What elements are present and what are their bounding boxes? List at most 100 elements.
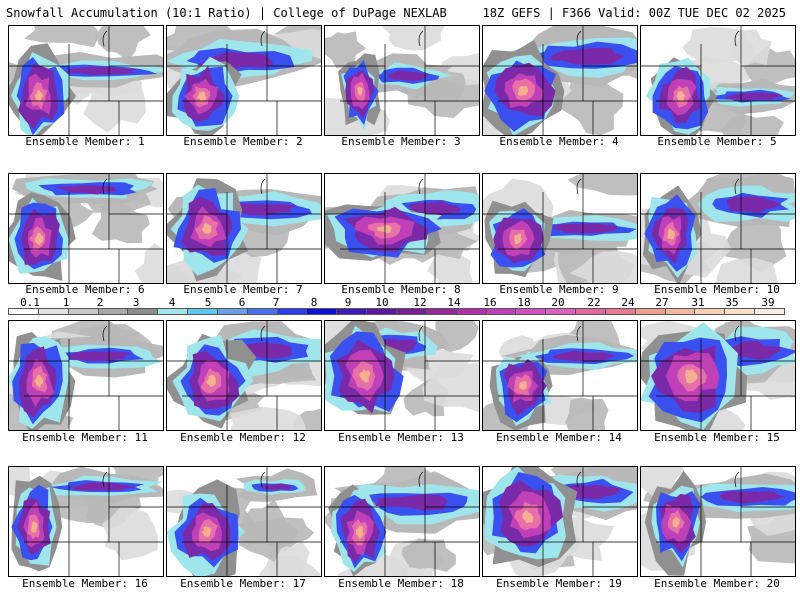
legend-swatch (425, 308, 457, 315)
legend-tick-label: 8 (310, 296, 318, 309)
legend-tick-label: 5 (204, 296, 212, 309)
ensemble-member-label: Ensemble Member: 5 (657, 135, 777, 148)
ensemble-member-map (640, 466, 796, 577)
ensemble-member-label: Ensemble Member: 15 (654, 431, 780, 444)
ensemble-member-map (166, 173, 322, 284)
legend-tick-label: 22 (587, 296, 601, 309)
ensemble-member-map (482, 320, 638, 431)
ensemble-member-label: Ensemble Member: 20 (654, 577, 780, 590)
legend-tick-label: 2 (96, 296, 104, 309)
legend-swatch (396, 308, 427, 315)
legend-swatch (515, 308, 547, 315)
legend-swatch (575, 308, 606, 315)
legend-swatch (545, 308, 577, 315)
ensemble-member-label: Ensemble Member: 17 (180, 577, 306, 590)
snowfall-map-graphic (641, 26, 795, 135)
legend-tick-label: 3 (132, 296, 140, 309)
legend-tick-label: 0.1 (20, 296, 40, 309)
ensemble-member-label: Ensemble Member: 7 (183, 283, 303, 296)
legend-tick-label: 16 (483, 296, 497, 309)
snowfall-map-graphic (483, 26, 637, 135)
ensemble-member-map (640, 320, 796, 431)
ensemble-member-map (482, 173, 638, 284)
ensemble-member-label: Ensemble Member: 10 (654, 283, 780, 296)
legend-tick-label: 20 (551, 296, 565, 309)
snowfall-map-graphic (483, 174, 637, 283)
snowfall-map-graphic (167, 321, 321, 430)
legend-swatch (724, 308, 756, 315)
ensemble-member-label: Ensemble Member: 1 (25, 135, 145, 148)
ensemble-member-label: Ensemble Member: 12 (180, 431, 306, 444)
snowfall-map-graphic (641, 321, 795, 430)
ensemble-member-map (166, 320, 322, 431)
legend-tick-label: 9 (344, 296, 352, 309)
ensemble-member-map (8, 320, 164, 431)
legend-tick-label: 1 (62, 296, 70, 309)
ensemble-member-map (482, 25, 638, 136)
ensemble-member-label: Ensemble Member: 16 (22, 577, 148, 590)
snowfall-map-graphic (483, 321, 637, 430)
ensemble-member-map (324, 173, 480, 284)
ensemble-member-map (8, 25, 164, 136)
legend-swatch (37, 308, 69, 315)
snowfall-map-graphic (9, 174, 163, 283)
ensemble-member-label: Ensemble Member: 9 (499, 283, 619, 296)
legend-tick-label: 4 (168, 296, 176, 309)
snowfall-map-graphic (325, 321, 479, 430)
snowfall-map-graphic (167, 26, 321, 135)
legend-swatch (664, 308, 696, 315)
legend-swatch (127, 308, 159, 315)
legend-swatch (754, 308, 785, 315)
snowfall-map-graphic (325, 26, 479, 135)
legend-swatch (216, 308, 248, 315)
ensemble-member-label: Ensemble Member: 6 (25, 283, 145, 296)
legend-swatch (455, 308, 487, 315)
legend-swatch (366, 308, 397, 315)
legend-tick-label: 35 (725, 296, 739, 309)
ensemble-member-label: Ensemble Member: 13 (338, 431, 464, 444)
legend-swatch (604, 308, 636, 315)
ensemble-member-label: Ensemble Member: 14 (496, 431, 622, 444)
legend-swatch (8, 308, 39, 315)
ensemble-member-map (324, 466, 480, 577)
ensemble-member-label: Ensemble Member: 3 (341, 135, 461, 148)
ensemble-member-map (166, 466, 322, 577)
color-legend-bar (8, 308, 785, 317)
legend-swatch (694, 308, 726, 315)
legend-tick-label: 14 (447, 296, 461, 309)
ensemble-member-label: Ensemble Member: 8 (341, 283, 461, 296)
ensemble-member-map (166, 25, 322, 136)
snowfall-map-graphic (325, 174, 479, 283)
legend-tick-label: 18 (517, 296, 531, 309)
legend-tick-label: 39 (761, 296, 775, 309)
ensemble-member-label: Ensemble Member: 2 (183, 135, 303, 148)
snowfall-map-graphic (9, 467, 163, 576)
snowfall-map-graphic (641, 174, 795, 283)
ensemble-member-map (8, 173, 164, 284)
legend-tick-label: 10 (375, 296, 389, 309)
legend-swatch (246, 308, 278, 315)
legend-tick-label: 6 (238, 296, 246, 309)
legend-tick-label: 12 (413, 296, 427, 309)
legend-tick-label: 7 (272, 296, 280, 309)
ensemble-member-map (640, 173, 796, 284)
ensemble-member-label: Ensemble Member: 11 (22, 431, 148, 444)
snowfall-map-graphic (9, 321, 163, 430)
legend-swatch (157, 308, 189, 315)
snowfall-map-graphic (9, 26, 163, 135)
legend-tick-label: 24 (621, 296, 635, 309)
legend-swatch (67, 308, 99, 315)
legend-swatch (485, 308, 517, 315)
snowfall-map-graphic (641, 467, 795, 576)
legend-swatch (187, 308, 218, 315)
ensemble-member-map (324, 320, 480, 431)
snowfall-map-graphic (167, 174, 321, 283)
snowfall-map-graphic (483, 467, 637, 576)
legend-tick-label: 27 (655, 296, 669, 309)
legend-tick-label: 31 (691, 296, 705, 309)
legend-swatch (336, 308, 368, 315)
ensemble-member-map (482, 466, 638, 577)
snowfall-map-graphic (325, 467, 479, 576)
snowfall-map-graphic (167, 467, 321, 576)
ensemble-member-label: Ensemble Member: 19 (496, 577, 622, 590)
